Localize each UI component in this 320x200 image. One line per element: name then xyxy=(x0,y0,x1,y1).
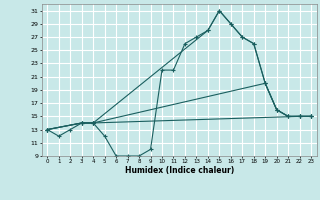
X-axis label: Humidex (Indice chaleur): Humidex (Indice chaleur) xyxy=(124,166,234,175)
